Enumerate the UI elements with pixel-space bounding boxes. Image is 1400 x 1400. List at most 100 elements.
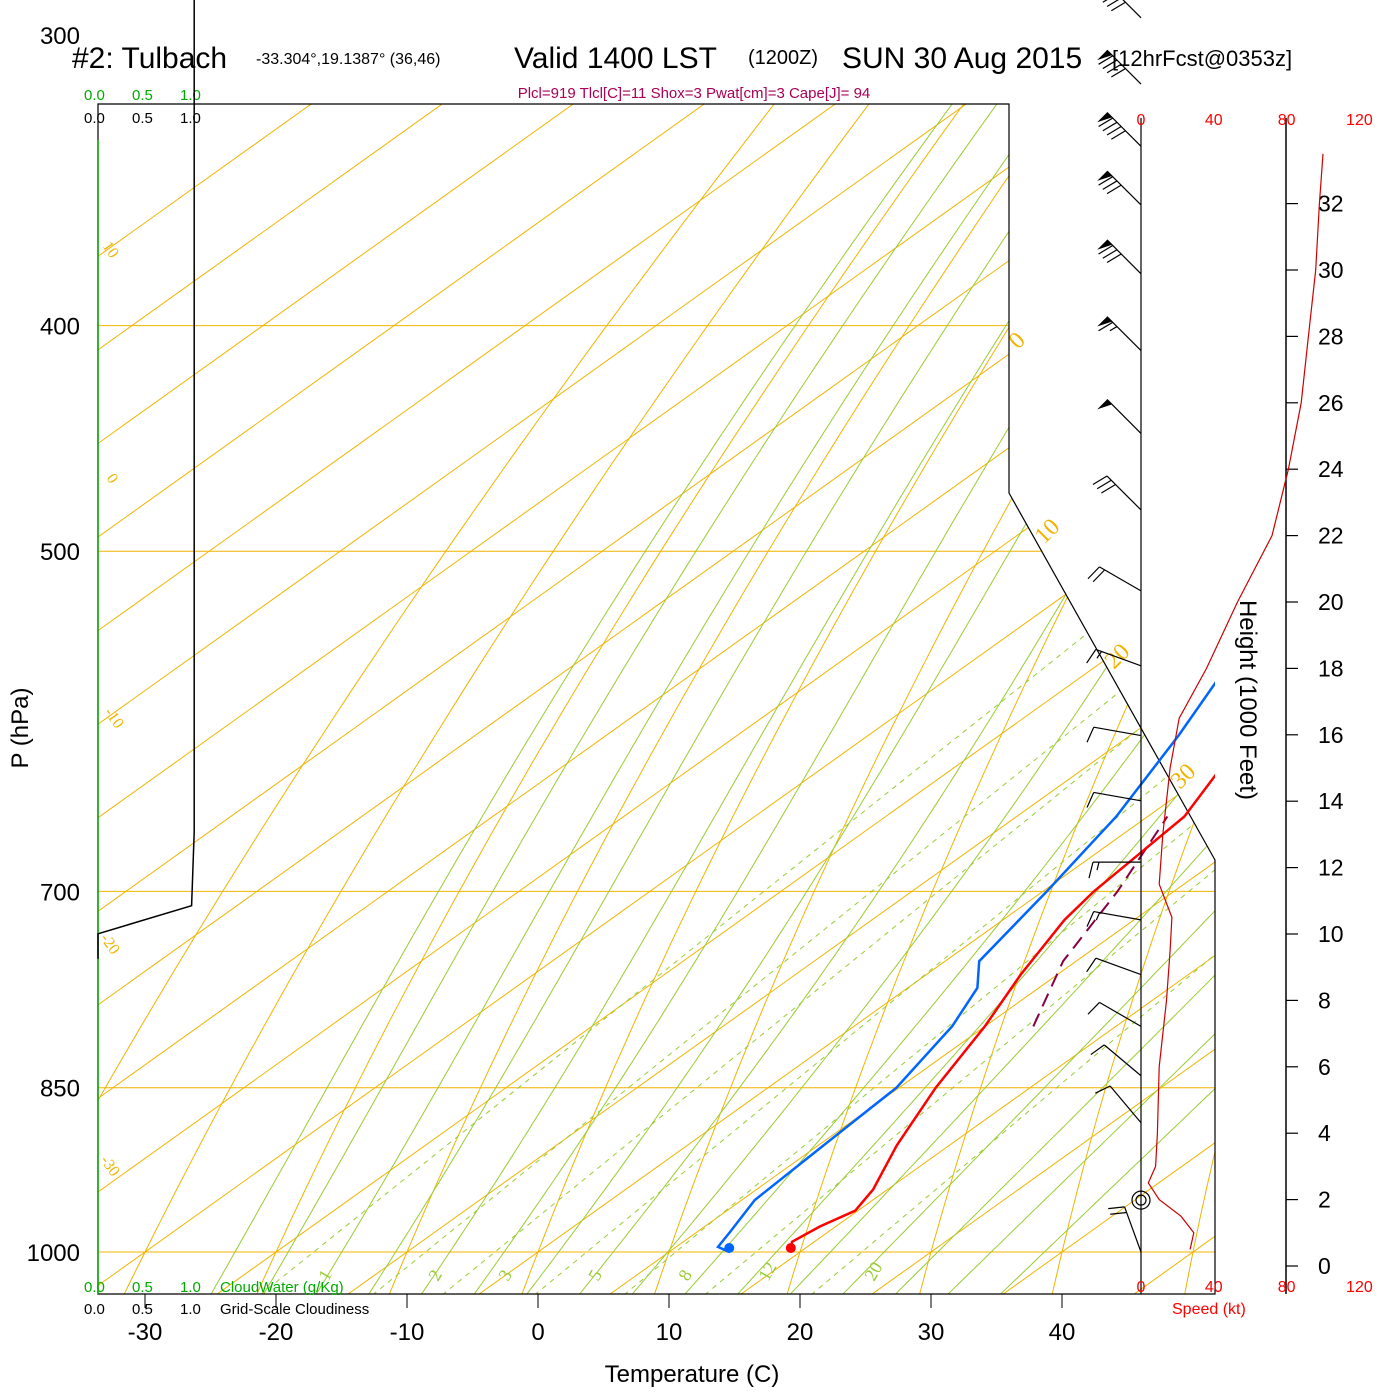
- mixing-ratio-line: [364, 350, 1215, 1294]
- x-tick-label: 10: [656, 1319, 683, 1346]
- wind-barb: [1092, 475, 1142, 511]
- dry-adiabat: [98, 104, 1011, 1294]
- dry-adiabat: [917, 104, 1215, 1294]
- isotherm: [337, 104, 1215, 1294]
- moist-adiabat: [782, 104, 1215, 1294]
- height-tick-label: 20: [1318, 589, 1344, 615]
- pressure-labels: 2503004005007008501000: [27, 23, 80, 1267]
- x-tick-labels: -30 -20 -10 0 10 20 30 40: [128, 1294, 1076, 1346]
- moist-adiabat: [940, 104, 1215, 1294]
- mixing-ratio-line: [434, 350, 1215, 1294]
- speed-profile-line: [1147, 153, 1324, 1250]
- dry-adiabat: [120, 104, 1098, 1294]
- x-tick-label: -20: [259, 1319, 294, 1346]
- cloudiness-label: Grid-Scale Cloudiness: [220, 1301, 369, 1318]
- wind-barb: [1086, 648, 1142, 667]
- wind-barb: [1090, 1044, 1142, 1077]
- wind-barb: [1097, 49, 1142, 85]
- isotherm: [98, 104, 1060, 1294]
- height-tick-label: 6: [1318, 1054, 1331, 1080]
- mixing-ratio-label: 8: [674, 1266, 696, 1284]
- height-tick-label: 26: [1318, 390, 1344, 416]
- speed-tick-label: 120: [1346, 112, 1373, 129]
- pressure-tick-label: 400: [40, 314, 80, 341]
- x-tick-label: 40: [1049, 1319, 1076, 1346]
- cloudiness-tick-0: 0.0: [84, 110, 105, 127]
- moist-adiabat: [311, 104, 1215, 1294]
- height-tick-label: 22: [1318, 523, 1344, 549]
- chart-title-utc: (1200Z): [748, 47, 818, 69]
- cloudwater-tick-1-bottom: 0.5: [132, 1279, 153, 1296]
- isotherm: [98, 104, 798, 1294]
- isotherm: [468, 104, 1215, 1294]
- moist-adiabat: [835, 104, 1215, 1294]
- x-tick-label: -10: [390, 1319, 425, 1346]
- moist-adiabat: [887, 104, 1215, 1294]
- cloudwater-tick-1: 0.5: [132, 87, 153, 104]
- speed-tick-label: 40: [1205, 1279, 1223, 1296]
- x-tick-label: 20: [787, 1319, 814, 1346]
- chart-title-valid: Valid 1400 LST: [514, 42, 717, 75]
- wind-barb: [1087, 1001, 1142, 1027]
- isotherm: [98, 104, 1215, 1294]
- cloudwater-tick-2: 1.0: [180, 87, 201, 104]
- speed-tick-label: 0: [1137, 112, 1146, 129]
- cloudwater-label: CloudWater (g/Kg): [220, 1279, 344, 1296]
- dry-adiabat: [518, 104, 1215, 1294]
- height-tick-label: 0: [1318, 1253, 1331, 1279]
- right-panel: 0 40 80 120 0 40 80 120 Speed (kt) 02468101214…: [1086, 0, 1373, 1318]
- wind-barb: [1088, 861, 1141, 879]
- speed-tick-label: 0: [1137, 1279, 1146, 1296]
- cloudiness-line: [97, 0, 195, 959]
- wind-barb: [1086, 791, 1142, 808]
- wind-barb: [1097, 170, 1142, 206]
- moist-adiabat: [206, 104, 1144, 1294]
- speed-ticks-top: 0 40 80 120: [1137, 112, 1373, 129]
- isotherm: [730, 104, 1215, 1294]
- isotherm: [98, 104, 1191, 1294]
- x-tick-label: 0: [531, 1319, 544, 1346]
- mixing-ratio-label: 2: [424, 1266, 446, 1284]
- wind-barb: [1086, 726, 1142, 743]
- speed-label: Speed (kt): [1172, 1301, 1246, 1318]
- isotherm: [206, 104, 1215, 1294]
- x-tick-label: -30: [128, 1319, 163, 1346]
- cloudiness-tick-1-bottom: 0.5: [132, 1301, 153, 1318]
- moist-adiabat: [730, 104, 1215, 1294]
- dry-adiabat: [385, 104, 1215, 1294]
- cloudiness-tick-1: 0.5: [132, 110, 153, 127]
- isotherm: [98, 104, 1215, 1294]
- isotherm: [98, 104, 1215, 1294]
- temperature-line: [789, 773, 1215, 1253]
- mixing-ratio-label: 12: [754, 1258, 780, 1284]
- isotherm: [98, 104, 1215, 1294]
- isotherm: [98, 104, 1215, 1294]
- moist-adiabat: [363, 104, 1215, 1294]
- wind-barb: [1108, 1206, 1142, 1253]
- speed-tick-label: 80: [1278, 1279, 1296, 1296]
- dry-adiabat-label: 0: [103, 471, 122, 487]
- chart-title-forecast: [12hrFcst@0353z]: [1112, 46, 1292, 71]
- chart-title-date: SUN 30 Aug 2015: [842, 42, 1082, 75]
- dry-adiabat-label: -10: [101, 705, 127, 732]
- mixing-ratio-line: [251, 350, 1215, 1294]
- dry-adiabat-label: -20: [97, 931, 123, 958]
- parcel-line: [1032, 815, 1169, 1027]
- cloudwater-tick-0: 0.0: [84, 87, 105, 104]
- dry-adiabat-label: 10: [99, 239, 122, 262]
- wind-barb: [1102, 0, 1142, 19]
- mixing-ratio-line: [526, 350, 1215, 1294]
- height-tick-label: 24: [1318, 456, 1344, 482]
- stability-indices: Plcl=919 Tlcl[C]=11 Shox=3 Pwat[cm]=3 Ca…: [518, 85, 871, 102]
- calm-wind-symbol: [1135, 1194, 1147, 1206]
- wind-barb: [1095, 1085, 1142, 1124]
- wind-barb: [1097, 316, 1142, 352]
- pressure-tick-label: 850: [40, 1076, 80, 1103]
- wind-barbs: [1086, 0, 1151, 1253]
- wind-barb: [1086, 910, 1142, 927]
- wind-barb: [1097, 239, 1142, 275]
- mixing-ratio-label: 20: [860, 1258, 886, 1284]
- pressure-tick-label: 1000: [27, 1240, 80, 1267]
